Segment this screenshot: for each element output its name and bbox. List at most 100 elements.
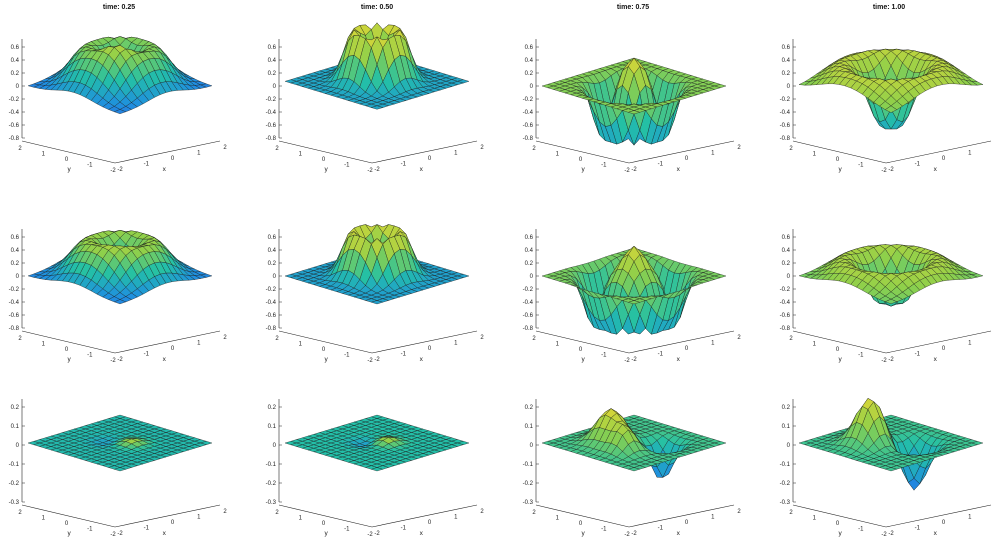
- x-tick-label: 2: [480, 509, 484, 515]
- surface-facet: [370, 467, 384, 472]
- z-tick-label: -0.8: [523, 136, 534, 142]
- surface-facet: [113, 109, 127, 114]
- x-axis-line: [371, 330, 478, 354]
- x-tick-label: 1: [197, 515, 201, 521]
- z-tick-label: -0.6: [266, 123, 277, 129]
- x-tick-label: -2: [631, 357, 637, 363]
- x-tick-label: -1: [658, 162, 664, 168]
- y-tick-label: -1: [344, 527, 350, 533]
- y-axis-line: [792, 140, 887, 164]
- x-tick-label: -2: [117, 531, 123, 537]
- z-tick-label: 0: [530, 443, 534, 449]
- z-tick-label: 0: [530, 274, 534, 280]
- x-tick-label: -2: [631, 167, 637, 173]
- z-tick-label: 0.1: [268, 424, 277, 430]
- x-axis-label: x: [420, 356, 424, 363]
- z-tick-label: -0.4: [780, 110, 791, 116]
- z-tick-label: 0.2: [525, 71, 534, 77]
- x-tick-label: -2: [117, 167, 123, 173]
- y-tick-label: 2: [789, 146, 793, 152]
- z-tick-label: -0.8: [780, 326, 791, 332]
- y-tick-label: -1: [87, 163, 93, 169]
- y-axis-label: y: [839, 166, 843, 173]
- z-tick-label: -0.2: [9, 287, 20, 293]
- z-tick-label: -0.6: [780, 123, 791, 129]
- z-tick-label: -0.1: [266, 462, 277, 468]
- y-axis-label: y: [68, 356, 72, 363]
- x-tick-label: -2: [888, 531, 894, 537]
- z-tick-label: 0: [787, 443, 791, 449]
- y-tick-label: 2: [532, 336, 536, 342]
- z-tick-label: -0.3: [266, 500, 277, 506]
- surface-panel-r2-c3: 0.6 0.4 0.2 0 -0.2 -0.4 -0.6 -0.8 2 1 0 -1 -2 -2 -1 0 1 2…: [523, 229, 741, 364]
- x-tick-label: 0: [428, 156, 432, 162]
- y-axis-line: [792, 504, 887, 528]
- z-tick-label: -0.3: [523, 500, 534, 506]
- z-tick-label: 0.2: [782, 71, 791, 77]
- z-tick-label: -0.2: [523, 97, 534, 103]
- y-tick-label: 1: [556, 516, 560, 522]
- z-tick-label: 0.4: [11, 58, 20, 64]
- x-tick-label: 0: [942, 520, 946, 526]
- z-tick-label: 0.6: [525, 45, 534, 51]
- y-tick-label: 2: [18, 146, 22, 152]
- y-tick-label: -1: [344, 163, 350, 169]
- z-tick-label: 0.2: [782, 405, 791, 411]
- y-tick-label: -1: [601, 527, 607, 533]
- z-tick-label: -0.6: [9, 313, 20, 319]
- surface-panel-r3-c3: 0.2 0.1 0 -0.1 -0.2 -0.3 2 1 0 -1 -2 -2 -1 0 1 2 y x: [523, 399, 741, 538]
- surface-facet: [884, 299, 898, 304]
- x-axis-line: [114, 330, 221, 354]
- y-tick-label: -2: [110, 532, 116, 538]
- surface-facet: [113, 467, 127, 472]
- z-tick-label: -0.6: [9, 123, 20, 129]
- z-tick-label: 0.1: [782, 424, 791, 430]
- y-tick-label: 0: [836, 157, 840, 163]
- z-tick-label: 0.6: [11, 235, 20, 241]
- z-tick-label: 0.2: [11, 405, 20, 411]
- x-tick-label: 2: [223, 335, 227, 341]
- x-axis-label: x: [163, 356, 167, 363]
- x-tick-label: -2: [117, 357, 123, 363]
- y-tick-label: -2: [881, 532, 887, 538]
- surface-panel-r1-c1: 0.6 0.4 0.2 0 -0.2 -0.4 -0.6 -0.8 2 1 0 -1 -2 -2 -1 0 1 2…: [9, 36, 227, 174]
- y-tick-label: 0: [322, 157, 326, 163]
- y-tick-label: 1: [556, 342, 560, 348]
- x-tick-label: 1: [968, 515, 972, 521]
- surface-mesh: [284, 224, 470, 305]
- z-tick-label: -0.2: [266, 287, 277, 293]
- y-tick-label: 0: [836, 347, 840, 353]
- z-tick-label: -0.2: [780, 287, 791, 293]
- y-axis-line: [21, 140, 116, 164]
- x-tick-label: 0: [428, 346, 432, 352]
- x-tick-label: 0: [942, 346, 946, 352]
- y-axis-label: y: [325, 530, 329, 537]
- z-tick-label: -0.1: [780, 462, 791, 468]
- y-tick-label: -1: [87, 353, 93, 359]
- surface-mesh: [798, 398, 984, 491]
- x-tick-label: 0: [942, 156, 946, 162]
- x-tick-label: 0: [685, 156, 689, 162]
- z-tick-label: 0.2: [11, 261, 20, 267]
- z-tick-label: 0.4: [525, 248, 534, 254]
- z-tick-label: 0.2: [525, 405, 534, 411]
- x-tick-label: 1: [454, 515, 458, 521]
- x-axis-label: x: [163, 166, 167, 173]
- x-axis-label: x: [934, 530, 938, 537]
- x-tick-label: 1: [968, 151, 972, 157]
- y-tick-label: 0: [322, 347, 326, 353]
- y-tick-label: 2: [275, 510, 279, 516]
- y-axis-label: y: [582, 356, 586, 363]
- surface-panel-r3-c1: 0.2 0.1 0 -0.1 -0.2 -0.3 2 1 0 -1 -2 -2 -1 0 1 2 y x: [9, 399, 227, 538]
- y-axis-line: [21, 330, 116, 354]
- y-tick-label: -2: [110, 358, 116, 364]
- z-tick-label: -0.4: [266, 110, 277, 116]
- y-axis-line: [535, 504, 630, 528]
- y-tick-label: -2: [624, 168, 630, 174]
- x-tick-label: 2: [737, 145, 741, 151]
- x-axis-line: [885, 140, 992, 164]
- z-tick-label: 0.4: [782, 58, 791, 64]
- z-tick-label: 0: [16, 443, 20, 449]
- x-tick-label: 2: [223, 509, 227, 515]
- panel-title-3: time: 0.75: [617, 4, 649, 11]
